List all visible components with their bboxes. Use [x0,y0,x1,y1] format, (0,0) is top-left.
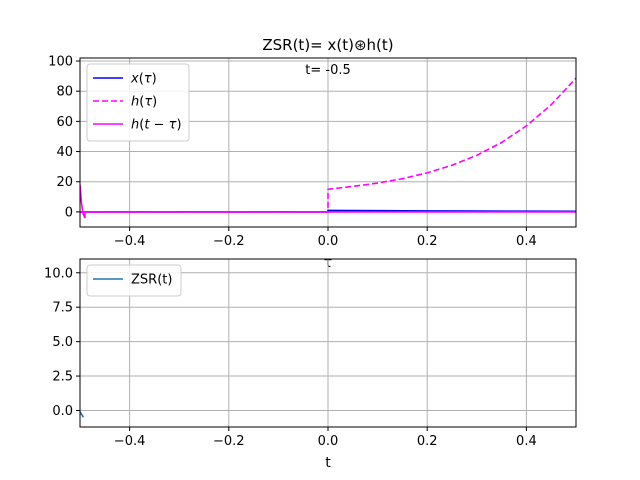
y-tick-label: 10.0 [44,266,73,281]
x-tick-label: −0.2 [213,434,245,449]
x-tick-label: 0.4 [516,234,537,249]
y-tick-label: 2.5 [52,370,73,385]
y-tick-label: 0.0 [52,404,73,419]
legend-label: h(t − τ) [131,118,182,133]
series-line-1 [80,411,85,418]
y-tick-label: 7.5 [52,301,73,316]
x-tick-label: −0.4 [114,434,146,449]
figure-title: ZSR(t)= x(t)⊛h(t) [262,36,393,54]
y-tick-label: 100 [48,55,73,70]
legend-label: ZSR(t) [131,273,172,288]
y-tick-label: 80 [56,85,73,100]
x-tick-label: 0.2 [417,234,438,249]
x-tick-label: 0.0 [318,434,339,449]
y-tick-label: 0 [65,205,73,220]
y-tick-label: 40 [56,145,73,160]
time-annotation: t= -0.5 [305,63,351,78]
y-tick-label: 60 [56,115,73,130]
y-tick-label: 20 [56,175,73,190]
series-line-3 [80,184,576,219]
legend-label: h(τ) [131,95,157,110]
x-tick-label: 0.0 [318,234,339,249]
legend [86,264,182,297]
x-tick-label: 0.4 [516,434,537,449]
series-line-2 [80,77,576,213]
legend-label: x(τ) [130,72,157,87]
legend [86,63,190,142]
top-panel: −0.4 −0.2 0.0 0.2 0.4020406080100τx(τ)h(τ)h(… [48,55,577,271]
bottom-panel: −0.4 −0.2 0.0 0.2 0.4 0.0 2.5 5.0 7.5 10.0 t ZSR(t) [44,258,577,471]
x-tick-label: −0.2 [213,234,245,249]
x-tick-label: −0.4 [114,234,146,249]
y-tick-label: 5.0 [52,335,73,350]
x-axis-label: t [325,455,331,471]
x-tick-label: 0.2 [417,434,438,449]
